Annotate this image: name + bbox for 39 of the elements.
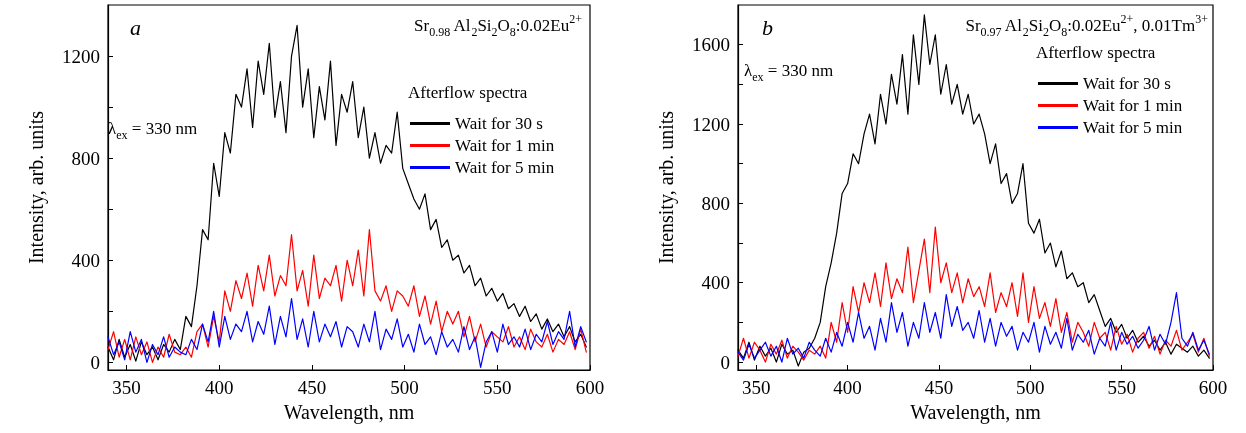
legend-title: Afterflow spectra (1036, 43, 1156, 62)
x-tick-label: 500 (390, 377, 419, 398)
y-tick-label: 0 (720, 351, 730, 373)
y-tick-label: 1200 (62, 45, 100, 67)
x-axis-title: Wavelength, nm (910, 400, 1042, 424)
y-tick-label: 1200 (692, 113, 730, 135)
y-tick-label: 0 (90, 351, 100, 373)
line-series (107, 229, 587, 363)
x-tick-label: 450 (297, 377, 327, 398)
x-tick-label: 550 (1107, 377, 1136, 398)
legend-label: Wait for 1 min (1083, 96, 1183, 115)
y-axis-title: Intensity, arb. units (25, 110, 48, 265)
legend-label: Wait for 30 s (455, 114, 543, 133)
x-tick-label: 400 (204, 377, 234, 398)
x-tick-label: 450 (924, 377, 954, 398)
legend-label: Wait for 5 min (455, 158, 555, 177)
x-tick-label: 550 (483, 377, 512, 398)
x-tick-label: 350 (742, 377, 771, 398)
annotation: a (130, 15, 141, 40)
x-tick-label: 600 (1198, 377, 1228, 398)
line-series (737, 226, 1210, 363)
y-tick-label: 400 (701, 272, 730, 294)
legend-label: Wait for 1 min (455, 136, 555, 155)
line-series (107, 297, 587, 369)
y-tick-label: 400 (71, 249, 100, 271)
y-axis-title: Intensity, arb. units (655, 110, 678, 265)
annotation: b (762, 15, 773, 40)
x-tick-label: 600 (575, 377, 605, 398)
legend-title: Afterflow spectra (408, 83, 528, 102)
x-axis-title: Wavelength, nm (283, 400, 415, 424)
y-tick-label: 800 (701, 192, 730, 214)
legend-label: Wait for 5 min (1083, 118, 1183, 137)
legend-label: Wait for 30 s (1083, 74, 1171, 93)
line-series (737, 292, 1210, 363)
x-tick-label: 350 (112, 377, 141, 398)
x-tick-label: 400 (833, 377, 862, 398)
y-tick-label: 800 (71, 147, 100, 169)
y-tick-label: 1600 (692, 34, 730, 56)
x-tick-label: 500 (1016, 377, 1045, 398)
